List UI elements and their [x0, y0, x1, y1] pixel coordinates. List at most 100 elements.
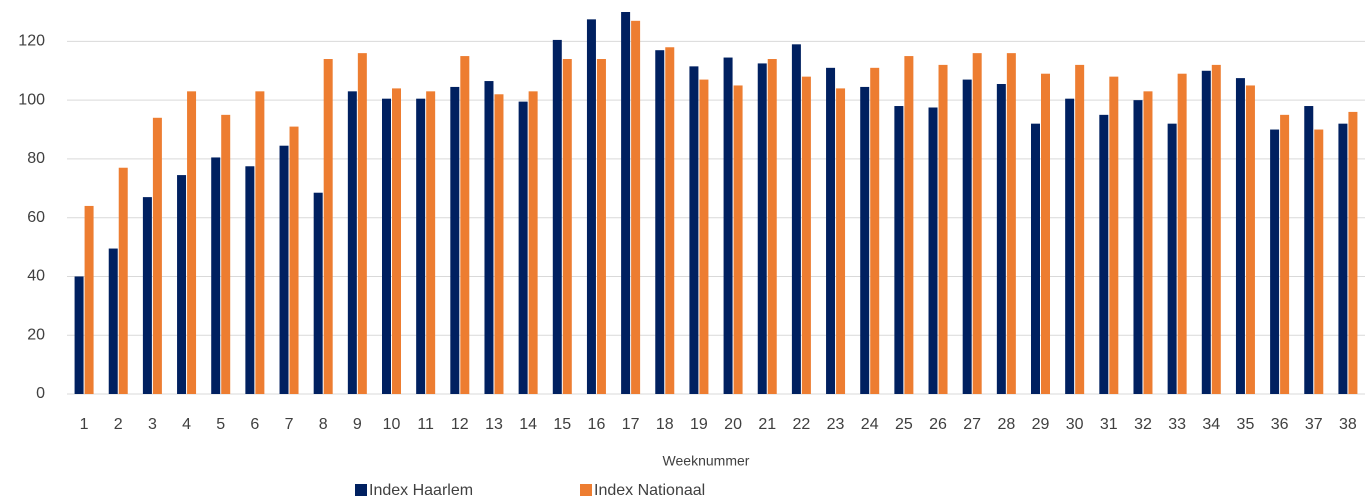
x-tick-label: 32: [1134, 416, 1152, 433]
x-tick-label: 35: [1237, 416, 1255, 433]
x-tick-label: 24: [861, 416, 879, 433]
bar: [665, 47, 675, 395]
bar: [221, 114, 231, 394]
bar: [1314, 129, 1324, 395]
bar: [562, 59, 572, 395]
bar: [1245, 85, 1255, 394]
x-tick-label: 27: [963, 416, 981, 433]
bar: [460, 56, 470, 394]
x-tick-label: 13: [485, 416, 503, 433]
x-tick-label: 12: [451, 416, 469, 433]
y-tick-label: 40: [27, 268, 45, 285]
x-tick-label: 33: [1168, 416, 1186, 433]
bar: [416, 98, 426, 394]
x-tick-label: 37: [1305, 416, 1323, 433]
bar: [1109, 76, 1119, 395]
x-tick-label: 34: [1202, 416, 1220, 433]
x-tick-label: 18: [656, 416, 674, 433]
y-tick-label: 80: [27, 150, 45, 167]
bar: [528, 91, 538, 394]
bar: [1143, 91, 1153, 394]
bar: [450, 86, 460, 394]
bar: [904, 56, 914, 394]
x-tick-label: 2: [114, 416, 123, 433]
bar: [518, 101, 528, 394]
y-tick-label: 0: [36, 385, 45, 402]
bar: [1201, 70, 1211, 395]
bar: [972, 53, 982, 395]
x-axis-title: Weeknummer: [663, 453, 750, 469]
bar: [894, 106, 904, 395]
bar: [177, 175, 187, 394]
x-tick-label: 31: [1100, 416, 1118, 433]
bar: [118, 167, 128, 394]
x-tick-label: 22: [792, 416, 810, 433]
legend-swatch: [580, 484, 592, 496]
bar: [870, 67, 880, 394]
bar: [596, 59, 606, 395]
x-tick-label: 21: [758, 416, 776, 433]
x-tick-label: 23: [827, 416, 845, 433]
bar: [860, 86, 870, 394]
bar: [1235, 78, 1245, 394]
bar: [1031, 123, 1040, 395]
x-tick-label: 6: [250, 416, 259, 433]
bar: [357, 53, 367, 395]
bar: [1065, 98, 1075, 394]
bar: [1304, 106, 1314, 395]
x-tick-label: 17: [622, 416, 640, 433]
bar: [245, 166, 255, 394]
x-tick-label: 5: [216, 416, 225, 433]
legend-label: Index Haarlem: [369, 482, 473, 499]
y-tick-label: 120: [18, 33, 45, 50]
y-tick-label: 100: [18, 91, 45, 108]
y-tick-label: 60: [27, 209, 45, 226]
x-tick-label: 8: [319, 416, 328, 433]
bar: [586, 19, 596, 394]
bar: [484, 81, 494, 395]
x-tick-label: 11: [417, 416, 434, 433]
bar: [142, 197, 152, 394]
bar: [655, 50, 665, 394]
x-tick-label: 15: [553, 416, 571, 433]
bar: [1006, 53, 1016, 395]
bar: [313, 192, 323, 394]
bar: [1099, 114, 1109, 394]
bar: [1075, 64, 1085, 395]
bar: [187, 91, 197, 394]
bar: [938, 64, 948, 395]
bar: [996, 83, 1006, 394]
bar: [631, 20, 641, 395]
bar: [767, 59, 777, 395]
x-tick-label: 19: [690, 416, 708, 433]
bar: [382, 98, 391, 394]
bar: [494, 94, 504, 395]
bar: [928, 107, 938, 394]
x-tick-label: 26: [929, 416, 947, 433]
bar: [699, 79, 709, 394]
bar: [962, 79, 972, 394]
bar: [1348, 111, 1358, 395]
bar: [108, 248, 118, 394]
legend-label: Index Nationaal: [594, 482, 705, 499]
bar: [289, 126, 299, 394]
x-tick-label: 25: [895, 416, 913, 433]
bar: [757, 63, 767, 395]
y-tick-label: 20: [27, 326, 45, 343]
x-tick-label: 36: [1271, 416, 1289, 433]
x-tick-label: 3: [148, 416, 157, 433]
bar: [1177, 73, 1187, 394]
bar: [836, 88, 846, 395]
bar: [152, 117, 162, 395]
bar: [689, 66, 699, 394]
x-tick-label: 9: [353, 416, 362, 433]
bar: [1270, 129, 1280, 395]
bar: [211, 157, 221, 394]
x-tick-label: 38: [1339, 416, 1357, 433]
x-tick-label: 30: [1066, 416, 1084, 433]
x-tick-label: 29: [1032, 416, 1050, 433]
bar: [74, 276, 84, 394]
bar: [723, 57, 733, 395]
bar: [1211, 64, 1221, 395]
bar: [1338, 123, 1348, 395]
